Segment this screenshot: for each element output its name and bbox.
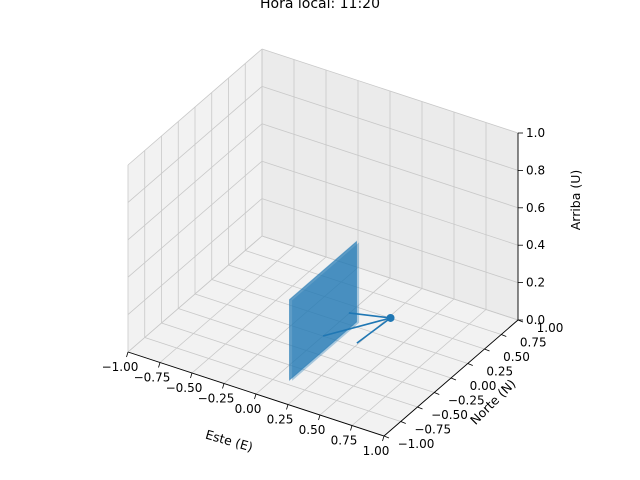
y-tick-mark bbox=[417, 406, 423, 410]
y-tick-label: 1.00 bbox=[537, 321, 564, 335]
z-tick-label: 0.0 bbox=[526, 313, 545, 327]
tick-labels: −1.00−0.75−0.50−0.250.000.250.500.751.00… bbox=[102, 126, 564, 458]
grid-z-left bbox=[127, 198, 263, 315]
z-tick-label: 0.6 bbox=[526, 201, 545, 215]
grid-z-left bbox=[127, 48, 263, 166]
sun-marker bbox=[386, 313, 395, 322]
x-tick-label: −0.75 bbox=[134, 371, 171, 385]
y-tick-label: 0.75 bbox=[520, 336, 547, 350]
y-tick-label: −0.50 bbox=[431, 408, 468, 422]
y-tick-label: 0.00 bbox=[470, 379, 497, 393]
x-tick-label: −1.00 bbox=[102, 360, 139, 374]
x-tick-mark bbox=[190, 372, 193, 379]
x-tick-label: −0.25 bbox=[198, 392, 235, 406]
grid-z-back bbox=[261, 48, 519, 134]
grid-z-left bbox=[127, 86, 263, 203]
z-tick-label: 0.4 bbox=[526, 238, 545, 252]
x-tick-label: 1.00 bbox=[363, 444, 390, 458]
z-tick-label: 0.8 bbox=[526, 163, 545, 177]
grid-z-back bbox=[261, 160, 519, 246]
grid-z-back bbox=[261, 235, 519, 321]
panel-surface bbox=[289, 240, 357, 382]
x-tick-label: −0.50 bbox=[166, 381, 203, 395]
chart-title: Hora local: 11:20 bbox=[260, 0, 380, 12]
x-tick-label: 0.25 bbox=[267, 413, 294, 427]
z-tick-label: 0.2 bbox=[526, 276, 545, 290]
axis-panes bbox=[128, 49, 518, 436]
x-tick-label: 0.50 bbox=[299, 423, 326, 437]
z-tick-label: 1.0 bbox=[526, 126, 545, 140]
y-tick-label: 0.50 bbox=[503, 350, 530, 364]
x-tick-mark bbox=[254, 393, 257, 400]
y-tick-label: 0.25 bbox=[486, 365, 513, 379]
grid-z-back bbox=[261, 198, 519, 283]
x-axis-label: Este (E) bbox=[204, 427, 255, 455]
grid-lines bbox=[127, 48, 519, 437]
x-tick-mark bbox=[382, 435, 385, 442]
panel-surface-edge bbox=[292, 242, 360, 381]
x-tick-mark bbox=[126, 351, 129, 358]
grid-z-back bbox=[261, 123, 519, 209]
grid-z-left bbox=[127, 235, 263, 353]
x-tick-mark bbox=[286, 404, 289, 410]
x-tick-label: 0.75 bbox=[331, 434, 358, 448]
y-tick-label: −0.75 bbox=[414, 423, 451, 437]
y-tick-mark bbox=[484, 348, 490, 352]
z-axis-label: Arriba (U) bbox=[568, 170, 583, 231]
y-tick-label: −1.00 bbox=[398, 437, 435, 451]
x-tick-label: 0.00 bbox=[235, 402, 262, 416]
arrowhead-upper bbox=[348, 312, 391, 319]
axis-lines bbox=[126, 132, 524, 442]
x-tick-mark bbox=[158, 362, 161, 368]
grid-y-floor bbox=[144, 337, 401, 422]
grid-y-floor bbox=[245, 250, 502, 335]
x-tick-mark bbox=[222, 383, 225, 389]
y-tick-label: −0.25 bbox=[448, 394, 485, 408]
grid-z-left bbox=[127, 160, 263, 278]
grid-z-back bbox=[261, 86, 519, 171]
arrowhead-lower bbox=[356, 317, 392, 344]
x-tick-mark bbox=[350, 425, 353, 431]
y-tick-mark bbox=[434, 392, 440, 395]
x-axis-line bbox=[127, 351, 385, 437]
y-tick-mark bbox=[450, 377, 457, 381]
y-tick-mark bbox=[501, 334, 507, 337]
y-tick-mark bbox=[467, 363, 473, 366]
plot-marks bbox=[289, 240, 395, 382]
y-tick-mark bbox=[400, 421, 406, 424]
y-tick-mark bbox=[383, 435, 390, 439]
x-tick-mark bbox=[318, 414, 321, 421]
sun-vector-line bbox=[322, 317, 391, 337]
grid-z-left bbox=[127, 123, 263, 241]
